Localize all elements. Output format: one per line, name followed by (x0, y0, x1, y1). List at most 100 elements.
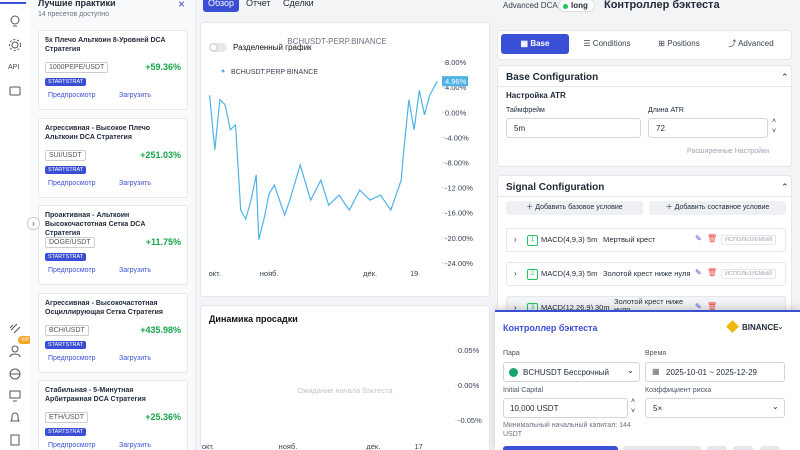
exchange[interactable]: BINANCE (742, 323, 779, 332)
config-tab[interactable]: ☰ Conditions (583, 39, 631, 48)
advanced-settings[interactable]: Расширенные Настройки (687, 148, 770, 155)
preview-link[interactable]: Предпросмотр (48, 267, 96, 274)
load-link[interactable]: Загрузить (119, 92, 151, 99)
strategy-name: Advanced DCA (503, 1, 558, 10)
condition-row[interactable]: › 2 MACD(4,9,3) 5m Золотой крест ниже нуля ✎ 🗑… (506, 262, 786, 286)
indicator: MACD(12,26,9) (541, 303, 594, 312)
y-tick-label: 0.00% (458, 381, 480, 390)
y-tick-label: -24.00% (445, 259, 473, 268)
backtest-popup: Контроллер бэктеста BINANCE ⌄ Пара BCHUS… (495, 310, 800, 450)
view-tab[interactable]: Обзор (203, 0, 239, 12)
icon-bulb[interactable] (9, 15, 21, 27)
stepper[interactable]: ˄ ˅ (631, 398, 636, 415)
icon-button[interactable] (760, 446, 780, 450)
icon-user[interactable] (9, 345, 21, 357)
icon-link[interactable] (9, 322, 21, 334)
icon-doc[interactable] (9, 434, 21, 446)
input-value: 5m (514, 124, 526, 133)
config-tab[interactable]: ▦ Base (501, 34, 569, 54)
add-base-button[interactable]: ＋ Добавить базовое условие (506, 201, 643, 215)
chart-title: Динамика просадки (209, 314, 298, 324)
condition-row[interactable]: › 1 MACD(4,9,3) 5m Мертвый крест ✎ 🗑 ИСПОЛЬЗУЕМ… (506, 228, 786, 252)
controller-title: Контроллер бэктеста (604, 0, 720, 11)
config-tab[interactable]: ⊞ Positions (658, 39, 700, 48)
x-tick-label: дек. (363, 269, 377, 278)
time-range[interactable]: ▦ 2025-10-01 ~ 2025-12-29 (645, 362, 785, 382)
presets-subtitle: 14 пресетов доступно (38, 11, 109, 18)
add-compound-button[interactable]: ＋ Добавить составное условие (649, 201, 786, 215)
view-tab[interactable]: Отчет (246, 0, 271, 8)
tab-label: Base (530, 39, 550, 48)
chart-title: BCHUSDT-PERP.BINANCE (287, 37, 386, 46)
delete-icon[interactable]: 🗑 (707, 234, 718, 243)
delete-icon[interactable]: 🗑 (707, 268, 718, 277)
edit-icon[interactable]: ✎ (695, 234, 702, 243)
atr-input[interactable]: 72 (648, 118, 768, 138)
presets-title: Лучшие практики (38, 0, 116, 8)
delete-icon[interactable]: 🗑 (707, 302, 718, 311)
preview-link[interactable]: Предпросмотр (48, 179, 96, 187)
capital-input[interactable]: 10,000 USDT (503, 398, 628, 418)
icon-chat[interactable] (9, 86, 21, 98)
pair-select[interactable]: BCHUSDT Бессрочный ⌄ (503, 362, 640, 382)
tab-label: Conditions (592, 39, 631, 48)
icon-bell[interactable] (9, 412, 21, 424)
icon-settings[interactable] (9, 39, 21, 51)
legend-label: BCHUSDT.PERP BINANCE (231, 69, 318, 76)
expand-icon: › (514, 303, 517, 312)
field-label: Коэффициент риска (645, 387, 712, 394)
view-tab[interactable]: Сделки (283, 0, 314, 8)
preview-link[interactable]: Предпросмотр (48, 92, 96, 99)
load-link[interactable]: Загрузить (119, 442, 151, 449)
drawdown-card (200, 305, 490, 450)
section-title: Signal Configuration (506, 182, 605, 193)
preset-return: +11.75% (145, 237, 181, 247)
preset-card: Агрессивная - Высокочастотная Осциллирую… (38, 292, 188, 373)
y-tick-label: 0.00% (445, 108, 467, 117)
icon-monitor[interactable] (9, 390, 21, 402)
input-value: 10,000 USDT (510, 404, 559, 413)
y-tick-label: 4.00% (445, 83, 467, 92)
subsection-title: Настройка ATR (506, 91, 566, 100)
load-link[interactable]: Загрузить (119, 267, 151, 274)
vip-badge: VIP (18, 336, 33, 344)
risk-select[interactable]: 5× ⌄ (645, 398, 785, 418)
button-label: Добавить базовое условие (535, 204, 623, 211)
icon-globe[interactable] (9, 368, 21, 380)
strategy-badge: STARTSTRAT (45, 340, 87, 349)
base-config-card: Base Configuration ⌃ Настройка ATR Таймф… (497, 65, 792, 167)
preset-card: 5x Плечо Альткоин 8-Уровней DCA Стратеги… (38, 30, 188, 110)
condition-number: 2 (527, 269, 538, 280)
edit-icon[interactable]: ✎ (695, 302, 702, 311)
y-tick-label: -4.00% (445, 133, 469, 142)
icon-button[interactable] (733, 446, 753, 450)
pair-tag: 1000PEPE/USDT (45, 62, 109, 73)
run-button[interactable] (503, 446, 618, 450)
load-link[interactable]: Загрузить (119, 354, 151, 362)
secondary-button[interactable] (623, 446, 701, 450)
min-capital-note: Минимальный начальный капитал: 144 USDT (503, 422, 631, 438)
timeframe-input[interactable]: 5m (506, 118, 641, 138)
strategy-badge: STARTSTRAT (45, 78, 87, 86)
x-tick-label: дек. (366, 442, 380, 450)
edit-icon[interactable]: ✎ (695, 268, 702, 277)
preset-return: +435.98% (140, 324, 181, 335)
api-link[interactable]: API (8, 64, 20, 71)
preset-title: Агрессивная - Высокочастотная Осциллирую… (45, 299, 164, 316)
condition-number: 1 (527, 235, 538, 246)
y-tick-label: -8.00% (445, 158, 469, 167)
stepper[interactable]: ˄ ˅ (772, 118, 777, 135)
collapse-button[interactable]: › (27, 217, 40, 230)
collapse-icon[interactable]: ⌃ (781, 182, 789, 192)
select-value: BCHUSDT Бессрочный (523, 368, 609, 377)
direction-badge[interactable]: long (558, 0, 595, 12)
preview-link[interactable]: Предпросмотр (48, 354, 96, 362)
config-tab[interactable]: ⤴ Advanced (728, 39, 774, 48)
collapse-icon[interactable]: ⌃ (781, 72, 789, 82)
expand-icon: › (514, 269, 517, 278)
y-tick-label: 8.00% (445, 58, 467, 67)
icon-button[interactable] (707, 446, 727, 450)
close-button[interactable]: × (178, 0, 186, 11)
load-link[interactable]: Загрузить (119, 179, 151, 187)
preview-link[interactable]: Предпросмотр (48, 442, 96, 449)
